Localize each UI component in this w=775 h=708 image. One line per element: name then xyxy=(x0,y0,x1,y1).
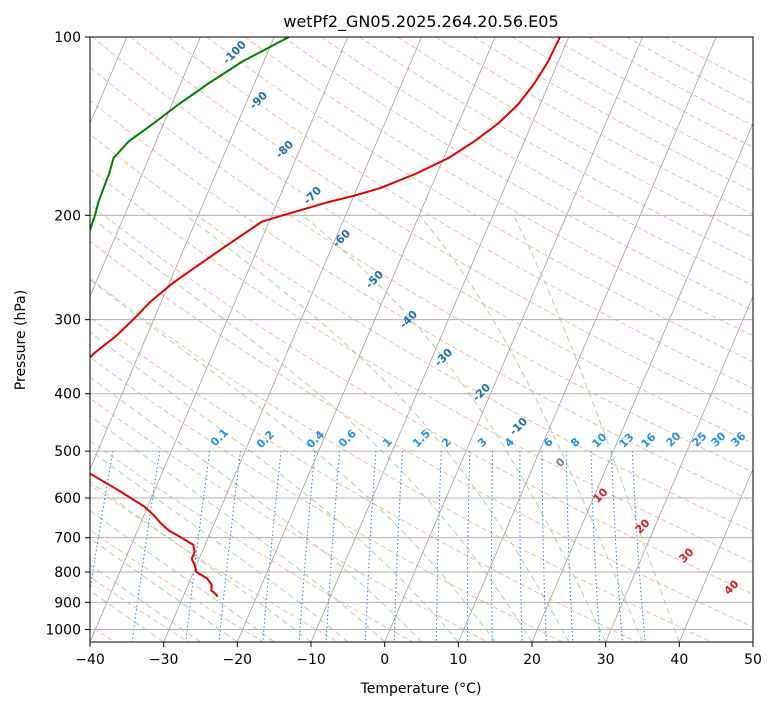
dry-adiabat-line xyxy=(90,278,712,642)
moist-adiabat-line xyxy=(302,214,607,642)
x-tick-label: 30 xyxy=(597,652,615,668)
axis-ticks: −40 −30 −20 −10 0 10 20 30 40 50 100 200 300 400 500 60… xyxy=(45,30,762,668)
moist-adiabat-line xyxy=(90,215,533,642)
x-tick-label: 0 xyxy=(380,652,389,668)
y-axis-label: Pressure (hPa) xyxy=(13,290,29,390)
mixing-ratio-line xyxy=(611,451,623,642)
moist-adiabat-line xyxy=(513,215,680,642)
x-tick-label: 10 xyxy=(449,652,467,668)
y-tick-label: 600 xyxy=(54,491,81,507)
mixing-ratio-line xyxy=(325,451,341,642)
mixing-ratio-line xyxy=(262,451,282,642)
mixing-ratio-line xyxy=(131,451,161,642)
mixing-ratio-line xyxy=(590,451,601,642)
skewed-isotherm-line xyxy=(90,37,201,298)
mixing-ratio-line xyxy=(185,451,211,642)
x-tick-label: −20 xyxy=(223,652,253,668)
x-tick-label: −10 xyxy=(296,652,326,668)
moist-adiabat-line xyxy=(90,589,164,642)
x-tick-label: 40 xyxy=(670,652,688,668)
moist-adiabat-line xyxy=(90,449,349,642)
dry-adiabat-line xyxy=(90,316,638,642)
mixing-ratio-line xyxy=(218,451,241,642)
y-tick-label: 100 xyxy=(54,30,81,46)
moist-adiabat-line xyxy=(90,537,238,642)
skewed-isotherm-line xyxy=(236,37,496,642)
x-tick-label: 20 xyxy=(523,652,541,668)
chart-title: wetPf2_GN05.2025.264.20.56.E05 xyxy=(283,12,558,32)
skewed-isotherm-line xyxy=(90,37,349,642)
dry-adiabat-line xyxy=(90,99,753,502)
sounding-profiles xyxy=(90,37,561,598)
skewed-isotherm-line xyxy=(310,37,570,642)
x-axis-label: Temperature (°C) xyxy=(360,681,482,697)
y-tick-label: 700 xyxy=(54,531,81,547)
dry-adiabat-line xyxy=(90,483,339,642)
x-tick-label: −40 xyxy=(75,652,105,668)
sounding-series-1 xyxy=(90,37,290,233)
sounding-series-0 xyxy=(90,37,561,598)
moist-adiabat-line xyxy=(90,279,496,642)
background-reference-lines xyxy=(90,37,753,642)
mixing-ratio-line xyxy=(298,451,316,642)
mixing-ratio-line xyxy=(565,451,574,642)
y-tick-label: 400 xyxy=(54,387,81,403)
moist-adiabat-line xyxy=(90,331,459,642)
dry-adiabat-line xyxy=(90,66,753,473)
moist-adiabat-line xyxy=(90,415,386,642)
mixing-ratio-line xyxy=(519,451,523,642)
dry-adiabat-line xyxy=(90,529,264,642)
skewed-isotherm-line xyxy=(605,295,753,642)
moist-adiabat-line xyxy=(90,481,312,642)
skewed-isotherm-line xyxy=(384,37,643,642)
dry-adiabat-line xyxy=(90,203,753,595)
dry-adiabat-line xyxy=(320,37,753,287)
skewed-isotherm-line xyxy=(531,122,753,642)
y-tick-label: 800 xyxy=(54,565,81,581)
y-tick-label: 500 xyxy=(54,444,81,460)
x-tick-label: 50 xyxy=(744,652,762,668)
moist-adiabat-line xyxy=(90,510,275,642)
dry-adiabat-line xyxy=(206,37,753,363)
skewed-isotherm-line xyxy=(90,37,275,471)
dry-adiabat-line xyxy=(91,37,753,445)
mixing-ratio-line xyxy=(435,451,442,642)
mixing-ratio-line xyxy=(364,451,377,642)
mixing-ratio-line xyxy=(466,451,471,642)
y-tick-label: 300 xyxy=(54,313,81,329)
mixing-ratio-line xyxy=(541,451,547,642)
x-tick-label: −30 xyxy=(149,652,179,668)
dry-adiabat-line xyxy=(90,356,563,642)
plot-area xyxy=(90,37,753,642)
mixing-ratio-line xyxy=(393,451,403,642)
plot-frame xyxy=(89,36,754,643)
dry-adiabat-line xyxy=(90,397,488,642)
dry-adiabat-line xyxy=(244,37,753,337)
moist-adiabat-line xyxy=(419,214,643,642)
y-tick-label: 900 xyxy=(54,595,81,611)
y-tick-label: 200 xyxy=(54,208,81,224)
dry-adiabat-line xyxy=(90,576,190,642)
skewed-isotherm-line xyxy=(163,37,422,642)
moist-adiabat-line xyxy=(90,564,201,642)
skewed-isotherm-line xyxy=(678,468,753,642)
pressure-gridlines xyxy=(90,37,753,630)
y-tick-label: 1000 xyxy=(45,622,81,638)
dry-adiabat-line xyxy=(90,133,753,533)
skewed-isotherm-line xyxy=(457,37,717,642)
moist-adiabat-line xyxy=(90,376,422,642)
dry-adiabat-line xyxy=(90,240,753,628)
